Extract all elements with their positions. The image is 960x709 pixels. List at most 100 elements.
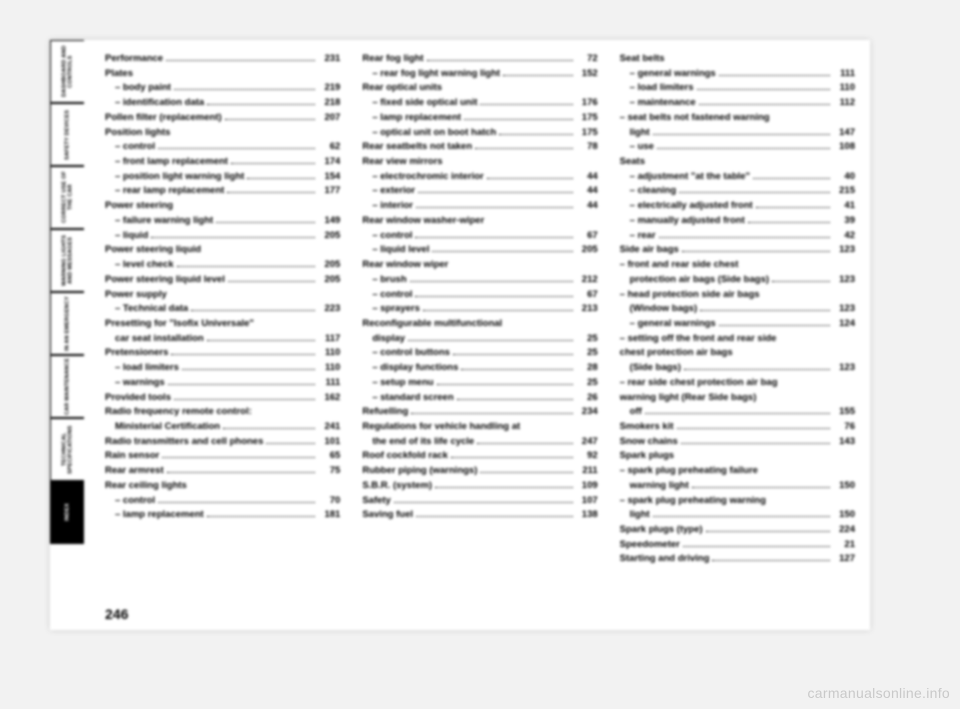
index-entry: – brush212 [362,273,597,288]
tab-correct-use-of-the-car[interactable]: CORRECT USE OF THE CAR [50,166,84,229]
tab-index[interactable]: INDEX [50,481,84,544]
leader-dots [207,512,316,518]
entry-label: Rear ceiling lights [105,479,187,494]
entry-label: Provided tools [105,391,171,406]
index-entry: – lamp replacement181 [105,508,340,523]
entry-page: 28 [576,361,598,376]
index-entry: protection air bags (Side bags)123 [620,273,855,288]
index-entry: Rear window wiper [362,258,597,273]
entry-page: 44 [576,184,598,199]
leader-dots [171,350,315,356]
leader-dots [423,306,573,312]
index-entry: – failure warning light149 [105,214,340,229]
leader-dots [692,482,830,488]
index-entry: Provided tools162 [105,391,340,406]
entry-label: protection air bags (Side bags) [630,273,769,288]
index-entry: the end of its life cycle247 [362,435,597,450]
entry-page: 75 [318,464,340,479]
leader-dots [677,423,830,429]
entry-label: – adjustment "at the table" [630,170,750,185]
index-entry: off155 [620,405,855,420]
index-entry: – control67 [362,288,597,303]
entry-page: 224 [833,523,855,538]
tab-in-an-emergency[interactable]: IN AN EMERGENCY [50,292,84,355]
entry-page: 143 [833,435,855,450]
index-entry: light147 [620,126,855,141]
entry-label: – interior [372,199,413,214]
entry-label: – general warnings [630,317,716,332]
entry-label: light [630,508,650,523]
entry-page: 44 [576,170,598,185]
entry-label: S.B.R. (system) [362,479,432,494]
entry-label: Smokers kit [620,420,674,435]
leader-dots [411,409,572,415]
leader-dots [487,173,573,179]
index-column-3: Seat belts– general warnings111– load li… [620,52,855,605]
entry-label: Pretensioners [105,346,168,361]
entry-label: chest protection air bags [620,346,733,361]
index-column-2: Rear fog light72– rear fog light warning… [362,52,597,605]
leader-dots [174,394,315,400]
entry-label: – position light warning light [115,170,244,185]
entry-label: – control buttons [372,346,450,361]
entry-label: (Side bags) [630,361,681,376]
entry-label: – setup menu [372,376,433,391]
entry-page: 67 [576,229,598,244]
tab-safety-devices[interactable]: SAFETY DEVICES [50,103,84,166]
entry-label: Position lights [105,126,170,141]
entry-label: Power steering [105,199,173,214]
index-entry: – optical unit on boot hatch175 [362,126,597,141]
leader-dots [756,203,830,209]
index-entry: Roof cockfold rack92 [362,449,597,464]
entry-page: 101 [318,435,340,450]
index-entry: – spark plug preheating failure [620,464,855,479]
entry-label: – exterior [372,184,415,199]
index-entry: – load limiters110 [105,361,340,376]
entry-page: 110 [318,361,340,376]
entry-label: Rear window wiper [362,258,448,273]
leader-dots [682,247,830,253]
entry-label: Power steering liquid level [105,273,225,288]
tab-warning-lights-and-messages[interactable]: WARNING LIGHTS AND MESSAGES [50,229,84,292]
entry-label: – control [115,140,155,155]
index-entry: Performance231 [105,52,340,67]
entry-page: 176 [576,96,598,111]
index-entry: – control67 [362,229,597,244]
leader-dots [453,350,573,356]
entry-page: 44 [576,199,598,214]
entry-label: Snow chains [620,435,678,450]
leader-dots [461,364,572,370]
entry-label: Seats [620,155,645,170]
entry-page: 72 [576,52,598,67]
index-entry: Rear window washer-wiper [362,214,597,229]
entry-page: 111 [318,376,340,391]
entry-label: Ministerial Certification [115,420,220,435]
entry-label: – brush [372,273,406,288]
leader-dots [464,114,573,120]
index-entry: – rear side chest protection air bag [620,376,855,391]
index-entry: Rear optical units [362,81,597,96]
entry-label: Rear seatbelts not taken [362,140,472,155]
index-entry: – standard screen26 [362,391,597,406]
tab-car-maintenance[interactable]: CAR MAINTENANCE [50,355,84,418]
index-entry: – rear fog light warning light152 [362,67,597,82]
index-entry: – load limiters110 [620,81,855,96]
leader-dots [151,232,315,238]
tab-dashboard-and-controls[interactable]: DASHBOARD AND CONTROLS [50,40,84,103]
index-entry: – liquid205 [105,229,340,244]
entry-page: 111 [833,67,855,82]
leader-dots [168,379,316,385]
index-entry: – setting off the front and rear side [620,332,855,347]
entry-label: – seat belts not fastened warning [620,111,770,126]
index-entry: – electrochromic interior44 [362,170,597,185]
entry-page: 65 [318,449,340,464]
index-entry: – use108 [620,140,855,155]
tab-technical-specifications[interactable]: TECHNICAL SPECIFICATIONS [50,418,84,481]
entry-page: 92 [576,449,598,464]
index-entry: Ministerial Certification241 [105,420,340,435]
index-entry: Power supply [105,288,340,303]
entry-label: – liquid [115,229,148,244]
index-entry: Reconfigurable multifunctional [362,317,597,332]
entry-page: 223 [318,302,340,317]
entry-label: Reconfigurable multifunctional [362,317,502,332]
